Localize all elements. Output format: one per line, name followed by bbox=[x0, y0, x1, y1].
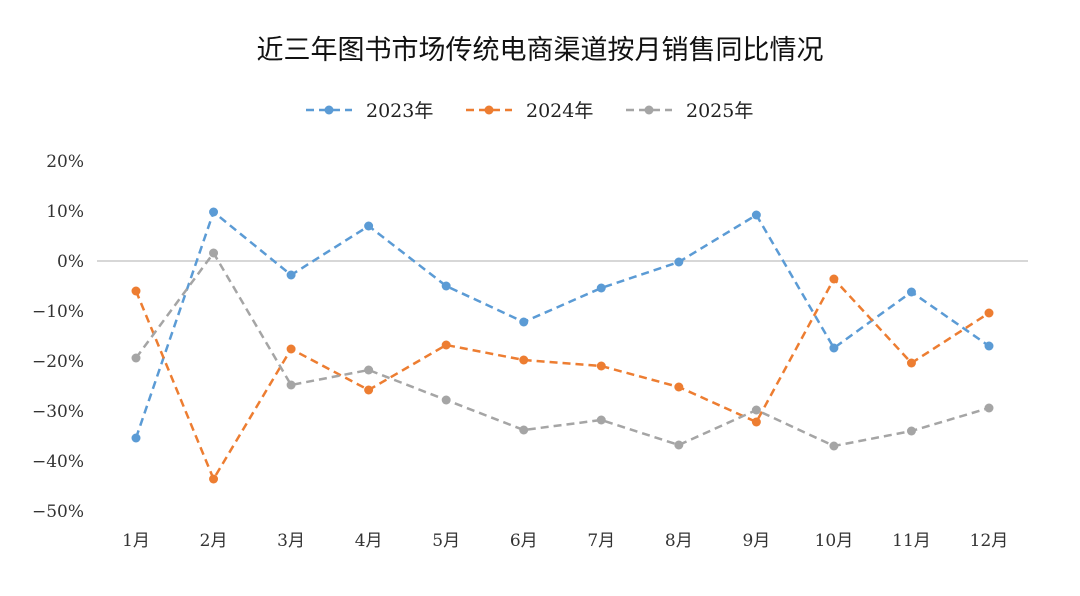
x-tick-label: 11月 bbox=[892, 531, 931, 551]
data-point bbox=[906, 358, 916, 368]
data-point bbox=[751, 210, 761, 220]
x-tick-label: 9月 bbox=[742, 531, 770, 551]
series-line-2025年 bbox=[134, 250, 990, 448]
x-tick-label: 1月 bbox=[122, 531, 150, 551]
legend-marker bbox=[484, 105, 494, 115]
data-point bbox=[364, 221, 374, 231]
data-point bbox=[519, 317, 529, 327]
data-point bbox=[441, 395, 451, 405]
x-tick-label: 5月 bbox=[432, 531, 460, 551]
data-point bbox=[674, 382, 684, 392]
data-point bbox=[596, 361, 606, 371]
data-point bbox=[829, 274, 839, 284]
data-point bbox=[906, 426, 916, 436]
y-tick-label: −20% bbox=[32, 352, 84, 372]
data-point bbox=[519, 425, 529, 435]
data-point bbox=[286, 344, 296, 354]
data-point bbox=[441, 340, 451, 350]
x-tick-label: 8月 bbox=[665, 531, 693, 551]
chart-title: 近三年图书市场传统电商渠道按月销售同比情况 bbox=[256, 35, 824, 66]
legend-marker bbox=[644, 105, 654, 115]
x-tick-label: 6月 bbox=[510, 531, 538, 551]
legend-label: 2024年 bbox=[526, 100, 593, 122]
x-tick-label: 7月 bbox=[587, 531, 615, 551]
data-point bbox=[984, 341, 994, 351]
legend-marker bbox=[324, 105, 334, 115]
x-tick-label: 12月 bbox=[970, 531, 1009, 551]
data-point bbox=[519, 355, 529, 365]
data-point bbox=[209, 474, 219, 484]
x-tick-label: 2月 bbox=[200, 531, 228, 551]
y-tick-label: 10% bbox=[46, 202, 84, 222]
data-point bbox=[596, 283, 606, 293]
data-point bbox=[596, 415, 606, 425]
y-tick-label: 0% bbox=[57, 252, 84, 272]
data-point bbox=[131, 433, 141, 443]
y-tick-label: 20% bbox=[46, 152, 84, 172]
data-point bbox=[674, 440, 684, 450]
data-point bbox=[829, 343, 839, 353]
data-point bbox=[286, 380, 296, 390]
data-point bbox=[209, 248, 219, 258]
data-point bbox=[751, 417, 761, 427]
data-point bbox=[829, 441, 839, 451]
series-line-2023年 bbox=[134, 209, 990, 439]
x-tick-label: 4月 bbox=[355, 531, 383, 551]
data-point bbox=[364, 365, 374, 375]
data-point bbox=[906, 287, 916, 297]
data-point bbox=[364, 385, 374, 395]
legend-label: 2025年 bbox=[686, 100, 753, 122]
x-tick-label: 10月 bbox=[815, 531, 854, 551]
y-tick-label: −10% bbox=[32, 302, 84, 322]
legend-label: 2023年 bbox=[366, 100, 433, 122]
y-tick-label: −40% bbox=[32, 452, 84, 472]
y-tick-label: −30% bbox=[32, 402, 84, 422]
series-line-2024年 bbox=[134, 276, 990, 482]
data-point bbox=[674, 257, 684, 267]
data-point bbox=[984, 403, 994, 413]
data-point bbox=[209, 207, 219, 217]
data-point bbox=[984, 308, 994, 318]
y-tick-label: −50% bbox=[32, 502, 84, 522]
data-point bbox=[441, 281, 451, 291]
data-point bbox=[131, 353, 141, 363]
x-tick-label: 3月 bbox=[277, 531, 305, 551]
data-point bbox=[751, 405, 761, 415]
data-point bbox=[286, 270, 296, 280]
data-point bbox=[131, 286, 141, 296]
